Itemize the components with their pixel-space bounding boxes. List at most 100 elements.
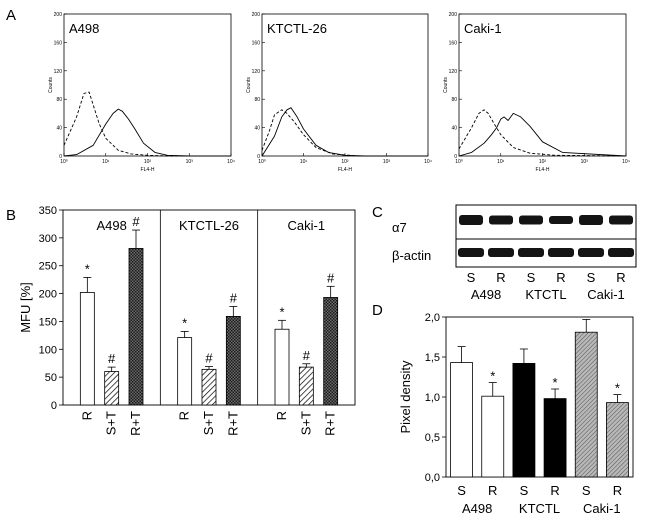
blot-group-label: A498 bbox=[471, 287, 501, 302]
x-tick-label: 10⁴ bbox=[424, 159, 432, 165]
panel-letter-c: C bbox=[372, 204, 383, 221]
histogram-plot: A498 0 40 80 120 160 200 10⁰ 10¹ 10² 10³ 10⁴ FL4-H Co… bbox=[48, 12, 235, 173]
y-tick-label: 80 bbox=[254, 97, 260, 103]
significance-mark: # bbox=[132, 214, 140, 229]
y-tick-label: 300 bbox=[39, 233, 57, 245]
x-tick-label: 10⁴ bbox=[622, 159, 630, 165]
x-tick-label: 10³ bbox=[581, 159, 589, 165]
blot-lane-label: S bbox=[527, 270, 536, 285]
significance-mark: # bbox=[108, 351, 116, 366]
bar bbox=[450, 362, 473, 478]
y-tick-label: 160 bbox=[449, 40, 458, 46]
x-tick-label: R bbox=[177, 411, 192, 420]
bar bbox=[512, 362, 536, 478]
significance-mark: # bbox=[303, 348, 311, 363]
blot-group-label: KTCTL bbox=[525, 287, 566, 302]
mfu-bar-chart: 0 50 100 150 200 250 300 350 MFU [%] A498 * R # S+T # R… bbox=[18, 205, 356, 436]
y-axis-label: Counts bbox=[443, 77, 449, 93]
histogram-plot: Caki-1 0 40 80 120 160 200 10⁰ 10¹ 10² 10³ 10⁴ FL4-H… bbox=[443, 12, 630, 173]
group-label: KTCTL bbox=[519, 501, 560, 516]
bar bbox=[481, 395, 505, 478]
blot-band-alpha7 bbox=[579, 215, 603, 225]
bar bbox=[225, 316, 241, 406]
blot-band-alpha7 bbox=[489, 215, 513, 225]
significance-mark: * bbox=[182, 315, 187, 330]
y-tick-label: 160 bbox=[252, 40, 261, 46]
y-tick-label: 40 bbox=[451, 126, 457, 132]
x-tick-label: 10⁰ bbox=[60, 159, 68, 165]
blot-lane-label: R bbox=[496, 270, 505, 285]
blot-group-label: Caki-1 bbox=[587, 287, 625, 302]
x-axis-label: FL4-H bbox=[338, 167, 352, 173]
blot-band-actin bbox=[578, 248, 604, 257]
x-tick-label: 10² bbox=[341, 159, 349, 165]
y-tick-label: 0,5 bbox=[425, 432, 440, 444]
x-tick-label: R+T bbox=[225, 411, 240, 436]
y-tick-label: 250 bbox=[39, 261, 57, 273]
bar bbox=[543, 398, 567, 478]
bar bbox=[323, 297, 339, 406]
histogram-dashed-line bbox=[458, 109, 627, 157]
x-tick-label: S bbox=[582, 483, 591, 498]
y-axis-label: Counts bbox=[48, 77, 54, 93]
histogram-panel: A498 0 40 80 120 160 200 10⁰ 10¹ 10² 10³ 10⁴ FL4-H Co… bbox=[48, 12, 630, 173]
y-tick-label: 160 bbox=[54, 40, 63, 46]
x-tick-label: R+T bbox=[128, 411, 143, 436]
x-tick-label: R bbox=[488, 483, 497, 498]
y-tick-label: 120 bbox=[54, 69, 63, 75]
significance-mark: * bbox=[279, 304, 284, 319]
bar bbox=[298, 366, 314, 406]
histogram-solid-line bbox=[261, 107, 428, 157]
group-label: A498 bbox=[96, 218, 126, 233]
x-tick-label: S+T bbox=[201, 411, 216, 435]
bar bbox=[104, 371, 120, 406]
blot-actin-strip bbox=[455, 238, 637, 268]
blot-row-label: β-actin bbox=[392, 248, 431, 263]
y-tick-label: 1,0 bbox=[425, 392, 440, 404]
y-tick-label: 200 bbox=[39, 289, 57, 301]
histogram-plot: KTCTL-26 0 40 80 120 160 200 10⁰ 10¹ 10² 10³ 10⁴ FL4… bbox=[246, 12, 432, 173]
x-tick-label: 10³ bbox=[186, 159, 194, 165]
histogram-solid-line bbox=[63, 108, 231, 157]
blot-lane-label: S bbox=[467, 270, 476, 285]
significance-mark: * bbox=[490, 369, 495, 384]
plot-frame bbox=[445, 316, 634, 478]
significance-mark: # bbox=[205, 351, 213, 366]
group-label: Caki-1 bbox=[288, 218, 326, 233]
y-tick-label: 50 bbox=[45, 372, 57, 384]
x-tick-label: 10³ bbox=[383, 159, 391, 165]
group-label: KTCTL-26 bbox=[179, 218, 239, 233]
x-tick-label: S bbox=[520, 483, 529, 498]
y-tick-label: 0 bbox=[59, 154, 62, 160]
x-axis-label: FL4-H bbox=[536, 167, 550, 173]
y-tick-label: 2,0 bbox=[425, 312, 440, 324]
y-tick-label: 40 bbox=[254, 126, 260, 132]
y-tick-label: 0 bbox=[257, 154, 260, 160]
blot-band-alpha7 bbox=[519, 215, 543, 225]
y-tick-label: 120 bbox=[449, 69, 458, 75]
cell-line-label: Caki-1 bbox=[464, 21, 502, 36]
y-axis-label: MFU [%] bbox=[18, 282, 33, 333]
bar bbox=[177, 337, 193, 406]
group-label: A498 bbox=[462, 501, 492, 516]
panel-letter-d: D bbox=[372, 302, 383, 319]
blot-band-alpha7 bbox=[549, 216, 573, 224]
blot-band-alpha7 bbox=[609, 215, 633, 225]
x-tick-label: S+T bbox=[104, 411, 119, 435]
histogram-solid-line bbox=[458, 112, 627, 157]
cell-line-label: A498 bbox=[69, 21, 99, 36]
bar bbox=[606, 402, 629, 478]
blot-band-actin bbox=[608, 248, 634, 257]
x-tick-label: S+T bbox=[298, 411, 313, 435]
y-tick-label: 1,5 bbox=[425, 352, 440, 364]
group-label: Caki-1 bbox=[583, 501, 621, 516]
y-tick-label: 40 bbox=[56, 126, 62, 132]
x-tick-label: 10⁴ bbox=[227, 159, 235, 165]
blot-band-alpha7 bbox=[459, 215, 483, 225]
western-blot: α7 β-actin S R S R S R A498 KTCTL Caki-1 bbox=[392, 204, 637, 302]
x-tick-label: S bbox=[457, 483, 466, 498]
blot-band-actin bbox=[518, 248, 544, 257]
histogram-dashed-line bbox=[261, 109, 428, 157]
bar bbox=[574, 331, 598, 478]
